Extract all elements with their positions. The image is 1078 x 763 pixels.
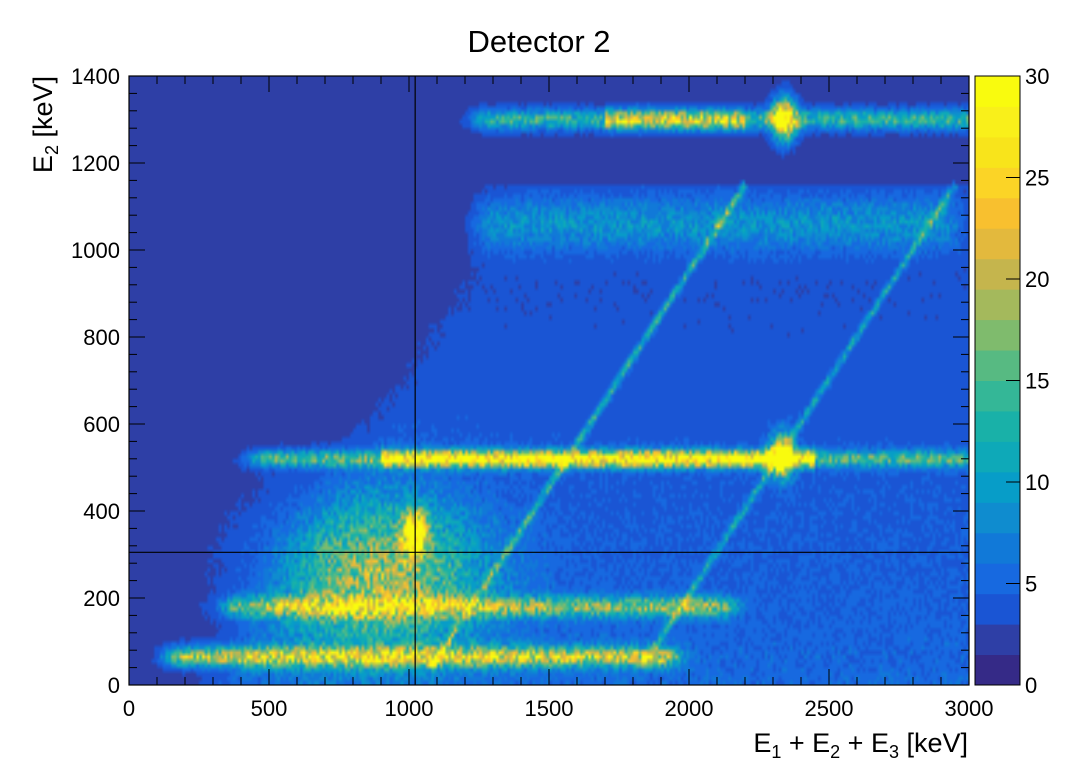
colorbar-segment [975, 106, 1020, 138]
colorbar-tick-label: 25 [1025, 166, 1049, 191]
colorbar-segment [975, 136, 1020, 168]
axis-label-subscript: 2 [42, 145, 62, 155]
axis-label-text: E [753, 728, 771, 758]
colorbar-segment [975, 441, 1020, 473]
y-tick-label: 1400 [71, 64, 120, 89]
x-tick-label: 2500 [805, 696, 854, 721]
y-tick-label: 800 [83, 325, 120, 350]
x-tick-label: 500 [251, 696, 288, 721]
x-axis: 0 500 1000 1500 2000 2500 3000 [123, 76, 994, 721]
colorbar-segment [975, 167, 1020, 199]
colorbar-tick-label: 30 [1025, 64, 1049, 89]
y-tick-label: 400 [83, 499, 120, 524]
y-tick-label: 600 [83, 412, 120, 437]
y-axis: 0 200 400 600 800 1000 1200 1400 [71, 64, 969, 698]
colorbar-segment [975, 380, 1020, 412]
x-tick-label: 3000 [945, 696, 994, 721]
plot-area [129, 76, 969, 685]
axis-label-subscript: 2 [830, 742, 840, 762]
axis-label-subscript: 3 [889, 742, 899, 762]
colorbar-segment [975, 319, 1020, 351]
colorbar-tick-label: 5 [1025, 572, 1037, 597]
x-tick-label: 0 [123, 696, 135, 721]
colorbar-segment [975, 563, 1020, 595]
colorbar-segment [975, 289, 1020, 321]
axis-label-subscript: 1 [771, 742, 781, 762]
colorbar-segment [975, 532, 1020, 564]
heatmap-image [129, 76, 969, 685]
colorbar-tick-label: 15 [1025, 369, 1049, 394]
colorbar-tick-label: 20 [1025, 267, 1049, 292]
axis-label-text: + E [781, 728, 830, 758]
x-tick-label: 1500 [525, 696, 574, 721]
y-tick-label: 1200 [71, 151, 120, 176]
axis-label-text: [keV] [899, 728, 968, 758]
y-tick-label: 200 [83, 586, 120, 611]
colorbar-segment [975, 228, 1020, 260]
colorbar-segment [975, 624, 1020, 656]
x-axis-label: E1 + E2 + E3 [keV] [753, 728, 968, 762]
colorbar-segment [975, 410, 1020, 442]
axis-label-text: + E [840, 728, 889, 758]
colorbar: 0 5 10 15 20 25 30 [974, 64, 1049, 698]
axis-label-text: [keV] [28, 76, 58, 145]
colorbar-segment [975, 76, 1020, 107]
y-axis-label: E2 [keV] [28, 76, 62, 173]
chart-title: Detector 2 [467, 24, 610, 59]
axis-label-text: E [28, 155, 58, 173]
colorbar-segment [975, 258, 1020, 290]
x-tick-label: 2000 [665, 696, 714, 721]
x-tick-label: 1000 [385, 696, 434, 721]
colorbar-tick-label: 10 [1025, 470, 1049, 495]
colorbar-segment [975, 654, 1020, 686]
y-tick-label: 1000 [71, 238, 120, 263]
y-tick-label: 0 [108, 673, 120, 698]
colorbar-segment [975, 350, 1020, 381]
colorbar-segment [975, 197, 1020, 229]
colorbar-segment [975, 593, 1020, 625]
colorbar-tick-label: 0 [1025, 673, 1037, 698]
colorbar-segment [975, 471, 1020, 503]
colorbar-segment [975, 502, 1020, 534]
